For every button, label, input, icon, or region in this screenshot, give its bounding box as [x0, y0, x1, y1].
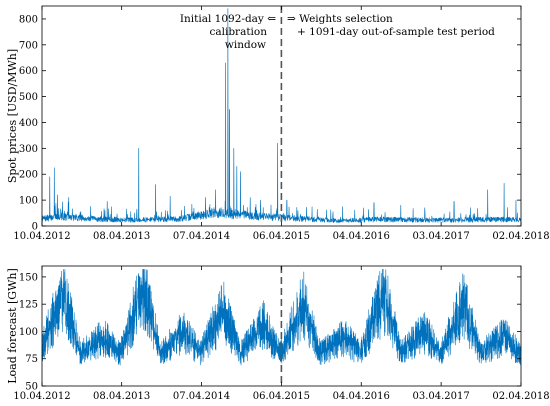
annotation-right-line-2: + 1091-day out-of-sample test period — [297, 26, 495, 38]
y-tick-label: 100 — [19, 196, 38, 207]
spot-price-x-axis: 10.04.2012 08.04.2013 07.04.2014 06.04.2015… — [13, 6, 550, 242]
spot-price-series-line — [41, 8, 522, 223]
x-tick-label: 10.04.2012 — [13, 231, 70, 242]
spot-price-panel: 10.04.2012 08.04.2013 07.04.2014 06.04.2015… — [6, 5, 550, 242]
y-tick-label: 75 — [25, 354, 38, 365]
y-tick-label: 300 — [19, 144, 38, 155]
y-tick-label: 700 — [19, 40, 38, 51]
load-forecast-y-axis: 50 75 100 125 150 — [19, 272, 521, 393]
y-tick-label: 800 — [19, 14, 38, 25]
x-tick-label: 04.04.2016 — [333, 231, 390, 242]
spot-price-y-axis-label: Spot prices [USD/MWh] — [6, 49, 19, 183]
x-tick-label: 06.04.2015 — [253, 231, 310, 242]
y-tick-label: 0 — [32, 222, 38, 233]
load-forecast-y-axis-label: Load forecast [GWh] — [6, 268, 19, 384]
annotation-left-line-2: calibration — [209, 26, 267, 38]
x-tick-label: 08.04.2013 — [93, 391, 150, 402]
load-forecast-panel: 10.04.2012 08.04.2013 07.04.2014 06.04.2015… — [6, 265, 550, 402]
y-tick-label: 100 — [19, 327, 38, 338]
annotation-right-line-1: ⇒ Weights selection — [287, 13, 393, 25]
x-tick-label: 07.04.2014 — [173, 231, 230, 242]
x-tick-label: 06.04.2015 — [253, 391, 310, 402]
y-tick-label: 125 — [19, 300, 38, 311]
y-tick-label: 500 — [19, 92, 38, 103]
x-tick-label: 02.04.2018 — [492, 231, 549, 242]
x-tick-label: 07.04.2014 — [173, 391, 230, 402]
x-tick-label: 04.04.2016 — [333, 391, 390, 402]
x-tick-label: 03.04.2017 — [412, 391, 469, 402]
y-tick-label: 200 — [19, 170, 38, 181]
x-tick-label: 08.04.2013 — [93, 231, 150, 242]
load-forecast-x-axis: 10.04.2012 08.04.2013 07.04.2014 06.04.2015… — [13, 266, 550, 402]
x-tick-label: 10.04.2012 — [13, 391, 70, 402]
x-tick-label: 03.04.2017 — [412, 231, 469, 242]
annotation-left-line-3: window — [225, 39, 266, 51]
y-tick-label: 400 — [19, 118, 38, 129]
spot-price-y-axis: 0 100 200 300 400 500 600 700 800 — [19, 14, 521, 233]
y-tick-label: 50 — [25, 382, 38, 393]
annotation-left-line-1: Initial 1092-day ⇐ — [180, 13, 276, 25]
y-tick-label: 150 — [19, 272, 38, 283]
y-tick-label: 600 — [19, 66, 38, 77]
x-tick-label: 02.04.2018 — [492, 391, 549, 402]
